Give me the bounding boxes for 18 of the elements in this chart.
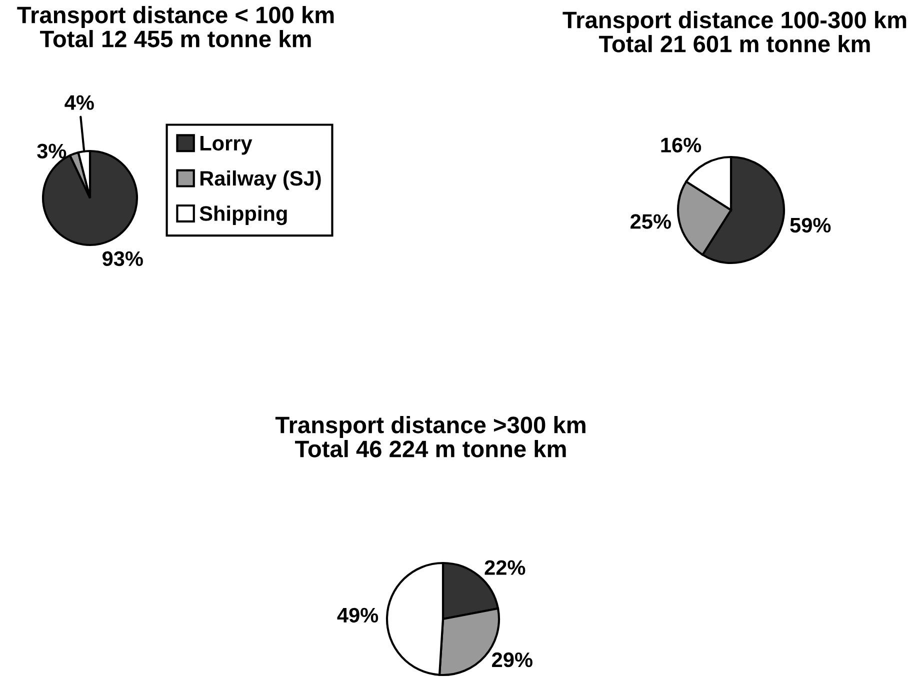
data-label: 29% <box>492 652 532 668</box>
chart-title: Transport distance 100-300 km <box>562 10 906 34</box>
chart-title: Transport distance < 100 km <box>17 6 334 28</box>
data-label: 93% <box>102 251 143 266</box>
legend-label: Shipping <box>200 206 287 226</box>
data-label: 49% <box>337 608 378 623</box>
chart-subtitle: Total 21 601 m tonne km <box>599 34 870 52</box>
legend-label: Lorry <box>200 136 252 155</box>
data-label: 59% <box>790 218 831 233</box>
legend-label: Railway (SJ) <box>200 170 321 190</box>
data-label: 4% <box>64 95 94 110</box>
data-label: 22% <box>484 560 526 575</box>
data-label: 3% <box>37 144 66 159</box>
data-label: 25% <box>630 214 671 229</box>
chart-subtitle: Total 46 224 m tonne km <box>295 440 566 458</box>
chart-title: Transport distance >300 km <box>275 416 586 438</box>
chart-subtitle: Total 12 455 m tonne km <box>40 30 311 48</box>
data-label: 16% <box>661 138 702 152</box>
